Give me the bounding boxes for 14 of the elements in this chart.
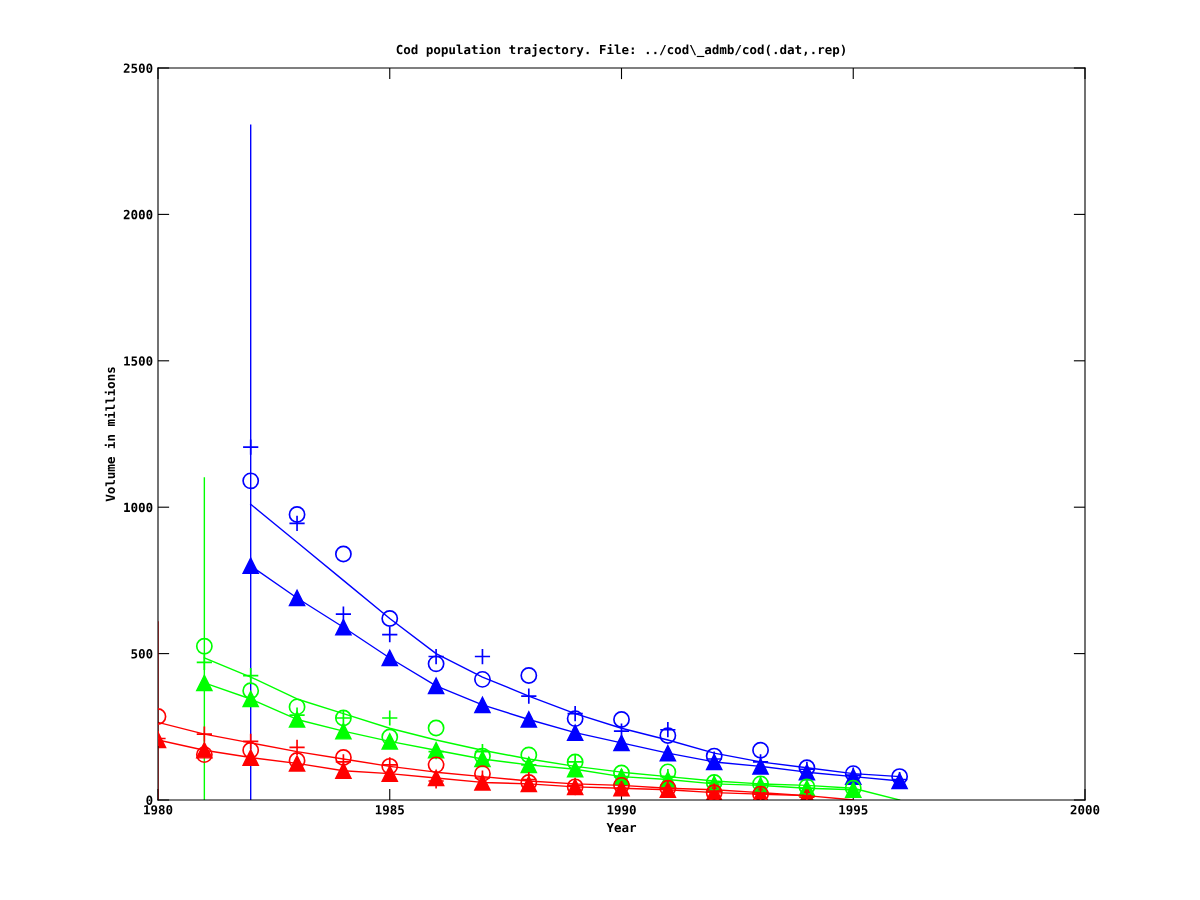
x-tick-label: 2000 — [1070, 805, 1100, 815]
y-tick-label: 500 — [131, 649, 153, 659]
x-tick-label: 1985 — [375, 805, 404, 815]
y-tick-label: 1500 — [124, 356, 153, 366]
y-tick-label: 2500 — [123, 63, 153, 73]
x-axis-title: Year — [606, 822, 637, 833]
x-tick-label: 1980 — [144, 805, 173, 815]
y-tick-label: 1000 — [124, 502, 153, 513]
y-tick-label: 0 — [146, 795, 153, 805]
y-axis-title: Volume in millions — [104, 367, 116, 502]
y-tick-label: 2000 — [123, 209, 153, 220]
x-tick-label: 1995 — [839, 805, 868, 815]
x-tick-label: 1990 — [607, 805, 636, 815]
chart-title: Cod population trajectory. File: ../cod\_admb/cod(.dat,.rep) — [396, 43, 845, 58]
